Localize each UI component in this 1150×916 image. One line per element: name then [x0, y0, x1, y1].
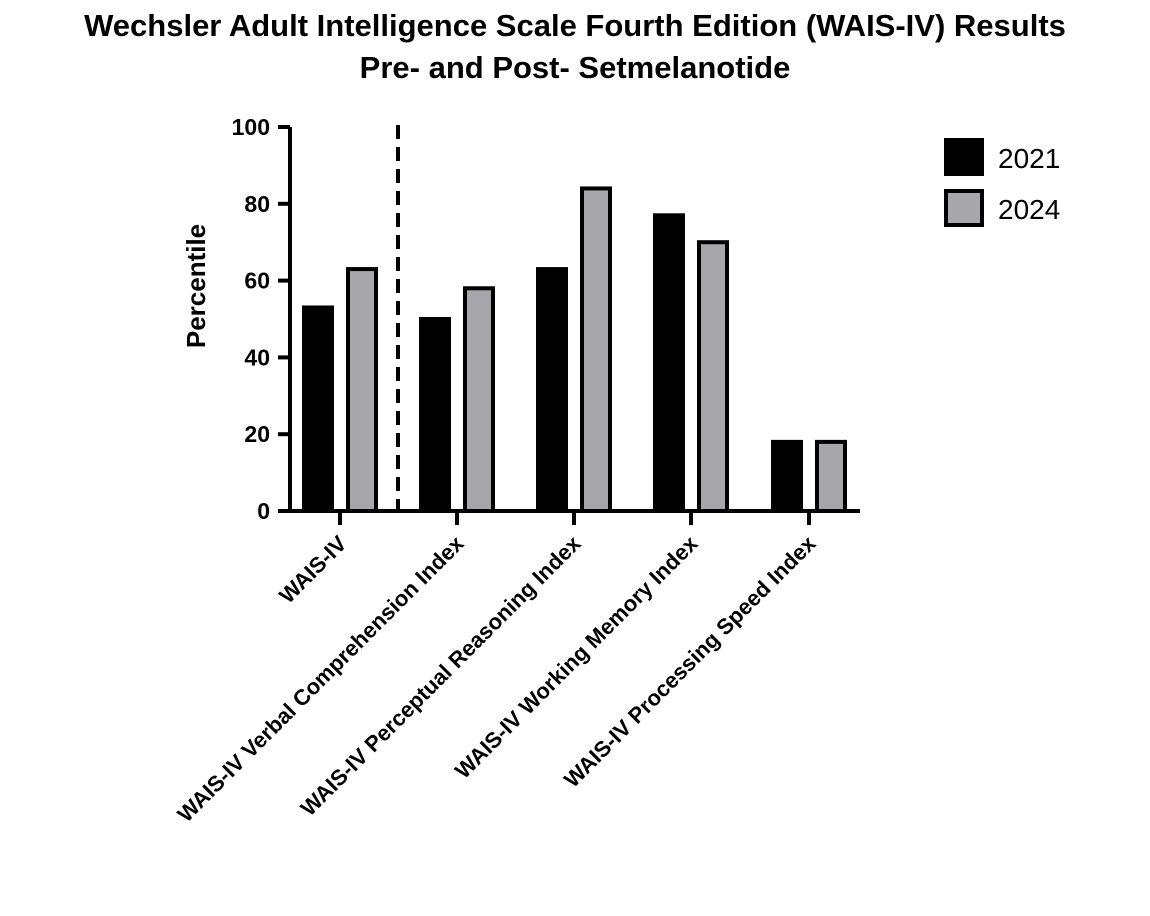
bar-2024-3 [580, 186, 612, 513]
y-tick-label: 80 [244, 191, 270, 217]
x-category-label: WAIS-IV Working Memory Index [450, 530, 703, 783]
bar-2024-2 [463, 286, 495, 513]
legend-swatch-2024 [944, 189, 984, 227]
legend-label-2021: 2021 [998, 143, 1060, 174]
bar-2021-3 [536, 267, 568, 513]
y-tick-label: 40 [244, 344, 270, 370]
chart-subtitle: Pre- and Post- Setmelanotide [360, 50, 791, 85]
x-category-label: WAIS-IV Processing Speed Index [559, 530, 821, 792]
bar-2024-1 [346, 267, 378, 513]
y-axis-label: Percentile [181, 224, 211, 348]
chart-title: Wechsler Adult Intelligence Scale Fourth… [84, 8, 1066, 43]
bar-2021-4 [653, 213, 685, 513]
legend-label-2024: 2024 [998, 194, 1060, 225]
y-tick-label: 100 [232, 114, 270, 140]
legend-swatch-2021 [944, 138, 984, 176]
y-tick-label: 60 [244, 268, 270, 294]
bar-2021-1 [302, 305, 334, 514]
bar-2024-5 [815, 439, 847, 514]
x-category-label: WAIS-IV [274, 531, 352, 609]
y-tick-label: 20 [244, 421, 270, 447]
bar-2021-5 [771, 439, 803, 514]
y-tick-label: 0 [257, 498, 270, 524]
bar-2024-4 [697, 240, 729, 513]
bar-2021-2 [419, 317, 451, 513]
legend: 2021 2024 [944, 138, 1060, 227]
